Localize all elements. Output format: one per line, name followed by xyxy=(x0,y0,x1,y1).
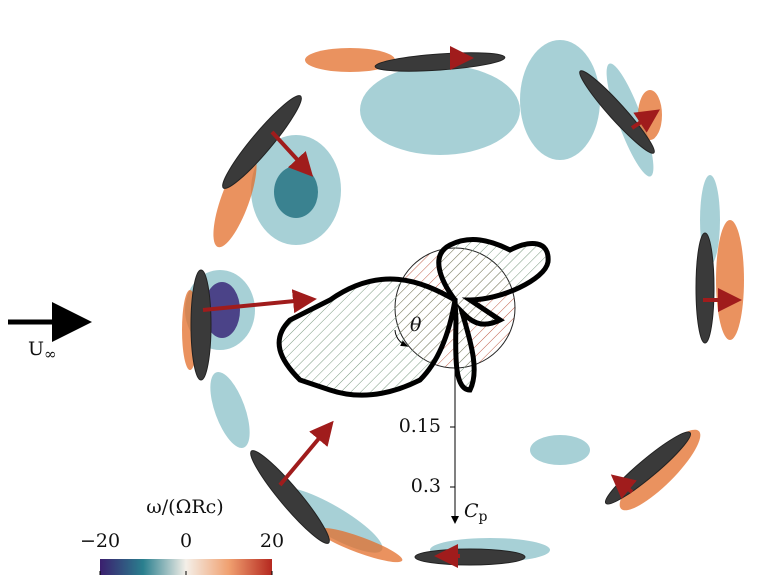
figure: U∞ θ Cp ω/(ΩRc) 0.15 0.3 −20 0 20 xyxy=(0,0,777,578)
colorbar-tick-label: 20 xyxy=(260,530,284,552)
flow-label: U∞ xyxy=(28,338,57,363)
cp-label-main: C xyxy=(464,500,479,522)
colorbar-label: ω/(ΩRc) xyxy=(146,496,223,518)
cp-label-subscript: p xyxy=(479,509,488,525)
cp-tick-label: 0.15 xyxy=(399,415,441,437)
cp-label: Cp xyxy=(464,500,488,525)
colorbar-tick-label: 0 xyxy=(180,530,192,552)
theta-label: θ xyxy=(410,314,422,336)
flow-label-subscript: ∞ xyxy=(44,345,57,363)
flow-label-main: U xyxy=(28,338,44,360)
cp-tick-label: 0.3 xyxy=(411,475,441,497)
colorbar-tick-label: −20 xyxy=(80,530,120,552)
